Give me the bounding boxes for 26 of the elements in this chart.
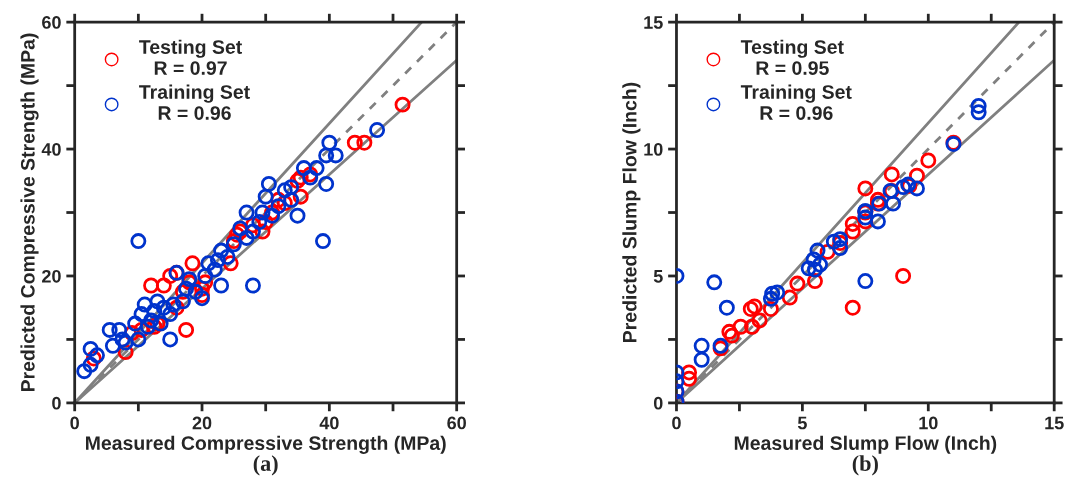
- x-tick-label: 15: [1045, 416, 1064, 430]
- y-tick-label: 10: [644, 142, 663, 156]
- x-tick-label: 40: [319, 416, 339, 430]
- x-tick-label: 60: [447, 416, 466, 430]
- y-axis-title: Predicted Compressive Strength (MPa): [20, 33, 39, 392]
- y-tick-label: 15: [644, 16, 663, 29]
- x-tick-label: 0: [70, 416, 79, 430]
- y-tick-label: 0: [52, 396, 61, 410]
- x-axis-title: Measured Slump Flow (Inch): [734, 435, 997, 454]
- text: (a): [253, 455, 278, 476]
- y-tick-label: 20: [42, 269, 61, 283]
- y-tick-label: 40: [41, 142, 61, 156]
- legend-label: Training Set R = 0.96: [740, 84, 852, 120]
- x-tick-label: 0: [672, 416, 681, 430]
- legend-label: Testing Set R = 0.95: [740, 39, 844, 75]
- text: (b): [852, 455, 878, 476]
- legend-label: Training Set R = 0.96: [139, 84, 250, 120]
- y-axis-title: Predicted Slump Flow (Inch): [622, 82, 641, 342]
- y-tick-label: 0: [653, 396, 663, 410]
- x-tick-label: 20: [192, 416, 212, 430]
- y-tick-label: 5: [653, 270, 663, 283]
- x-tick-label: 5: [797, 416, 807, 430]
- legend-label: Testing Set R = 0.97: [139, 39, 242, 75]
- x-axis-title: Measured Compressive Strength (MPa): [86, 435, 446, 454]
- x-tick-label: 10: [919, 416, 938, 430]
- y-tick-label: 60: [42, 16, 61, 29]
